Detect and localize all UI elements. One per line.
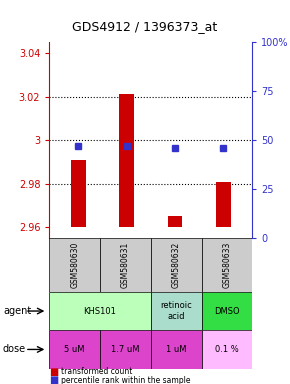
Text: 5 uM: 5 uM xyxy=(64,345,85,354)
Bar xyxy=(71,160,86,227)
Bar xyxy=(151,292,202,330)
Bar xyxy=(119,94,134,227)
Bar xyxy=(216,182,231,227)
Bar xyxy=(49,238,100,292)
Bar xyxy=(151,238,202,292)
Bar xyxy=(49,330,100,369)
Bar xyxy=(202,330,252,369)
Text: dose: dose xyxy=(3,344,26,354)
Text: 1.7 uM: 1.7 uM xyxy=(111,345,140,354)
Text: percentile rank within the sample: percentile rank within the sample xyxy=(61,376,191,384)
Text: GSM580632: GSM580632 xyxy=(172,242,181,288)
Text: retinoic
acid: retinoic acid xyxy=(160,301,192,321)
Text: ■: ■ xyxy=(49,375,59,384)
Text: GSM580630: GSM580630 xyxy=(70,242,79,288)
Bar xyxy=(100,238,151,292)
Text: transformed count: transformed count xyxy=(61,367,132,376)
Bar xyxy=(202,238,252,292)
Bar xyxy=(49,292,151,330)
Text: DMSO: DMSO xyxy=(214,306,240,316)
Bar xyxy=(151,330,202,369)
Text: GDS4912 / 1396373_at: GDS4912 / 1396373_at xyxy=(72,20,218,33)
Text: KHS101: KHS101 xyxy=(84,306,117,316)
Bar xyxy=(202,292,252,330)
Bar xyxy=(100,330,151,369)
Text: 1 uM: 1 uM xyxy=(166,345,186,354)
Text: agent: agent xyxy=(3,306,31,316)
Text: ■: ■ xyxy=(49,367,59,377)
Text: 0.1 %: 0.1 % xyxy=(215,345,239,354)
Bar xyxy=(168,216,182,227)
Text: GSM580633: GSM580633 xyxy=(222,242,231,288)
Text: GSM580631: GSM580631 xyxy=(121,242,130,288)
